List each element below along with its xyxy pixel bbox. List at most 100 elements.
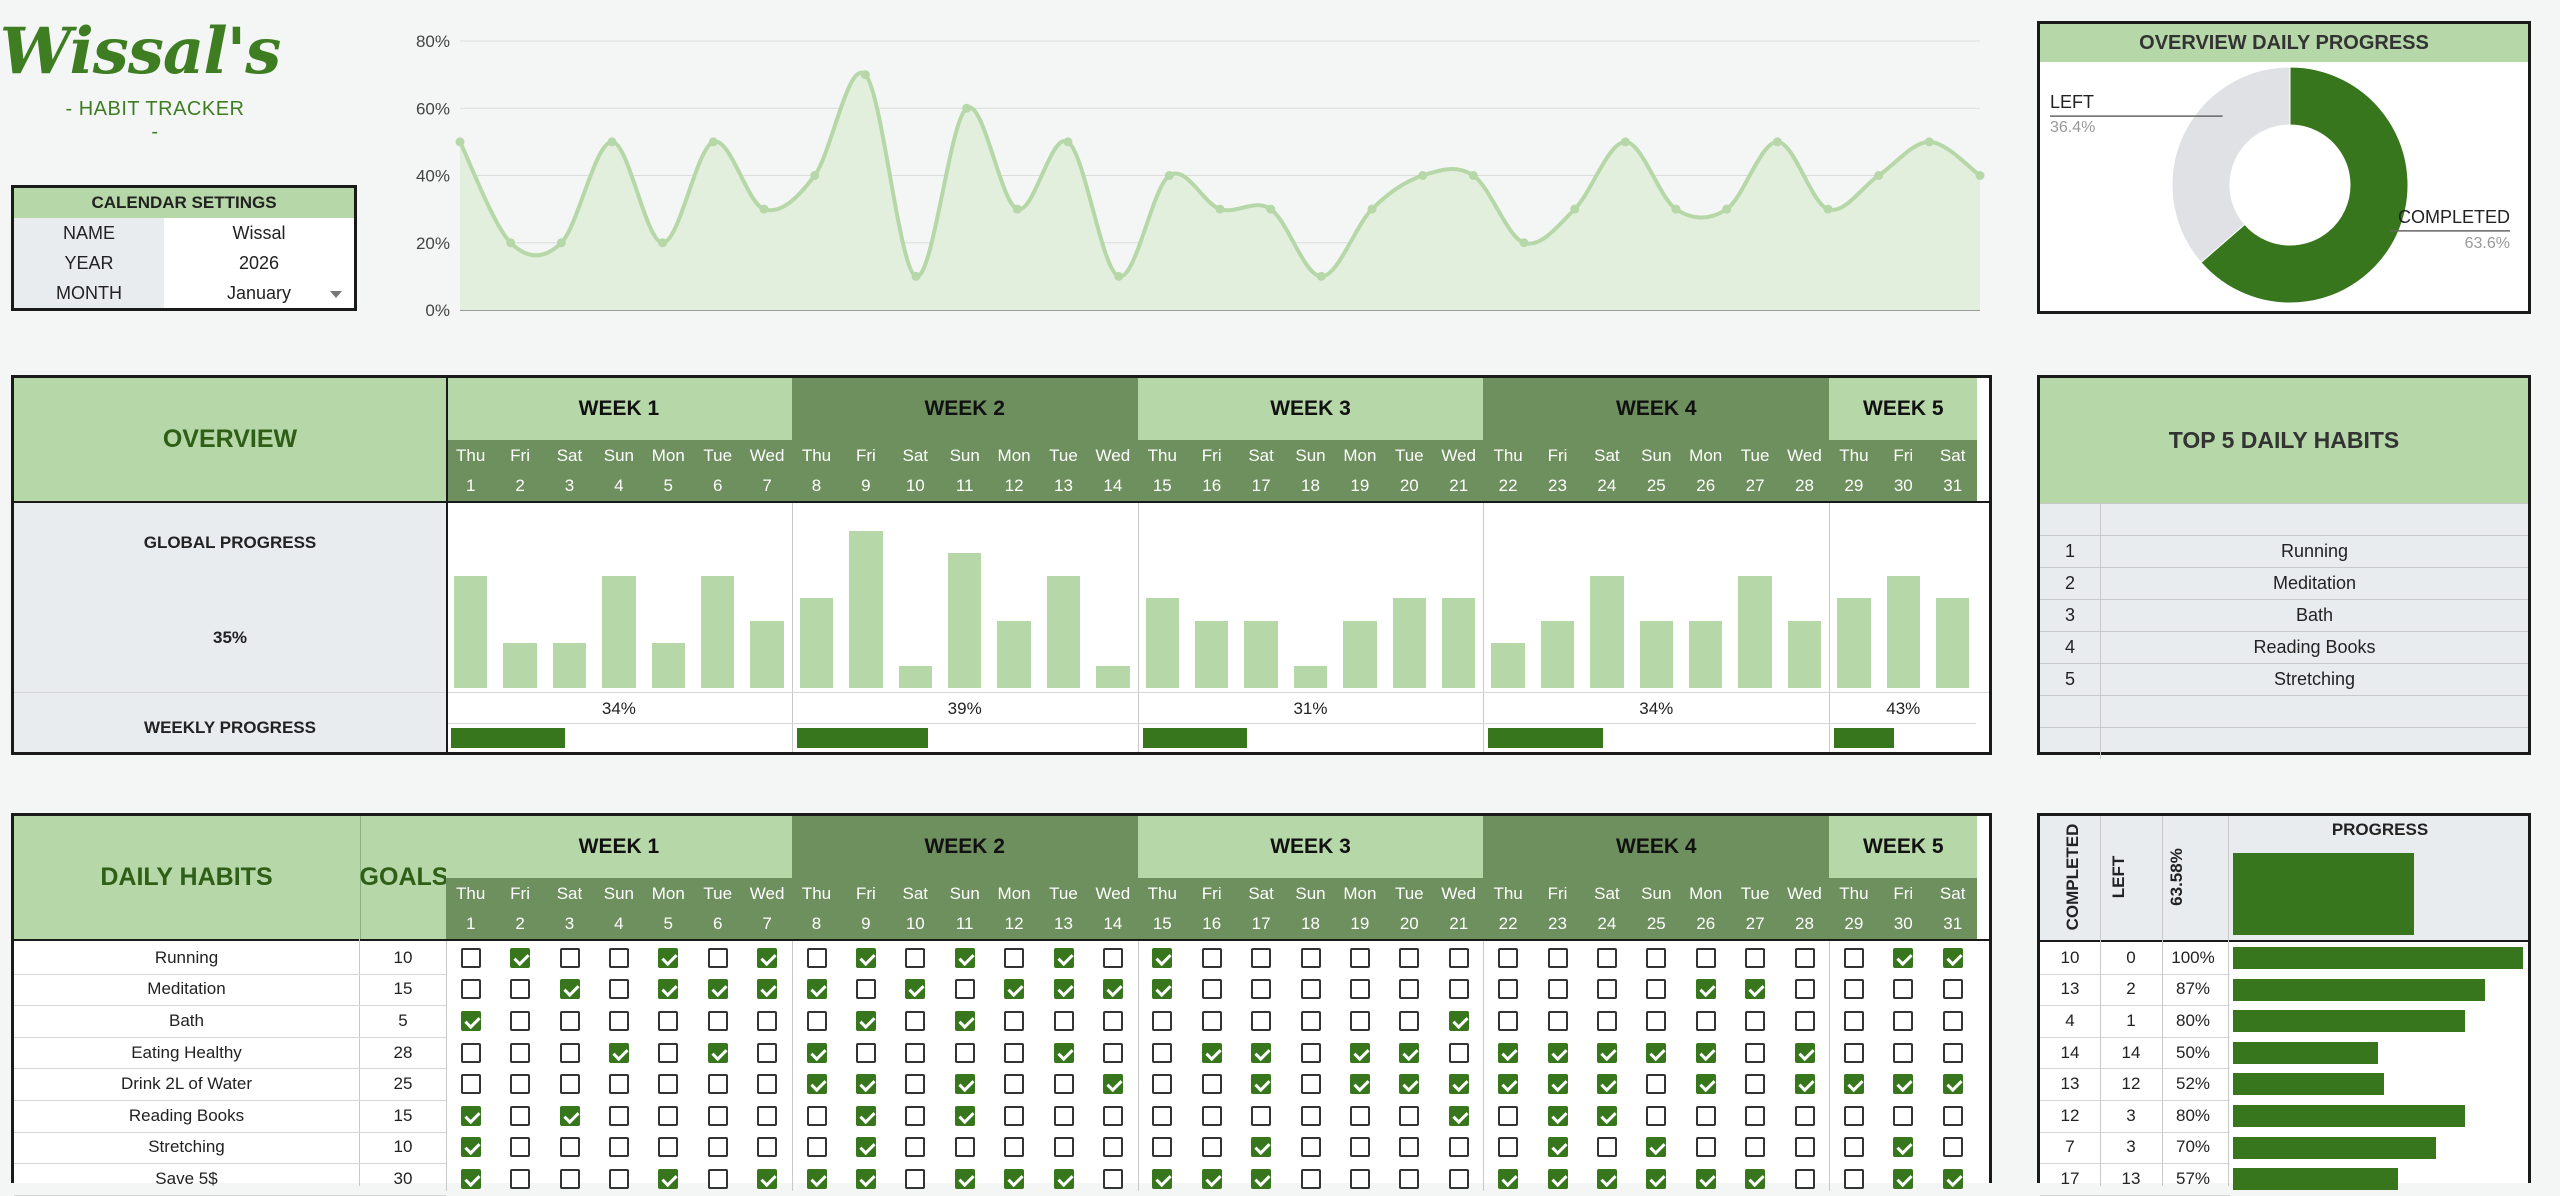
habit-checkbox[interactable] — [1794, 1042, 1815, 1063]
habit-checkbox[interactable] — [1843, 1137, 1864, 1158]
habit-checkbox[interactable] — [1300, 979, 1321, 1000]
habit-checkbox[interactable] — [1794, 1011, 1815, 1031]
habit-checkbox[interactable] — [1004, 979, 1025, 1000]
habit-checkbox[interactable] — [1251, 1105, 1272, 1126]
habit-checkbox[interactable] — [1251, 1074, 1272, 1095]
habit-checkbox[interactable] — [559, 947, 580, 968]
habit-checkbox[interactable] — [1498, 947, 1519, 968]
habit-checkbox[interactable] — [855, 979, 876, 1000]
habit-checkbox[interactable] — [1201, 1074, 1222, 1095]
habit-checkbox[interactable] — [1794, 1074, 1815, 1095]
habit-checkbox[interactable] — [559, 1074, 580, 1095]
habit-checkbox[interactable] — [559, 1137, 580, 1158]
habit-checkbox[interactable] — [1547, 1011, 1568, 1031]
habit-checkbox[interactable] — [1745, 1042, 1766, 1063]
habit-checkbox[interactable] — [559, 979, 580, 1000]
habit-checkbox[interactable] — [806, 947, 827, 968]
habit-checkbox[interactable] — [1498, 1169, 1519, 1189]
habit-checkbox[interactable] — [1399, 1011, 1420, 1031]
habit-checkbox[interactable] — [1893, 1042, 1914, 1063]
habit-checkbox[interactable] — [1498, 1011, 1519, 1031]
habit-checkbox[interactable] — [1152, 1105, 1173, 1126]
habit-checkbox[interactable] — [658, 1042, 679, 1063]
habit-checkbox[interactable] — [1102, 1169, 1123, 1189]
habit-checkbox[interactable] — [1498, 1105, 1519, 1126]
habit-checkbox[interactable] — [757, 1105, 778, 1126]
habit-checkbox[interactable] — [757, 1011, 778, 1031]
habit-checkbox[interactable] — [1498, 979, 1519, 1000]
habit-checkbox[interactable] — [1646, 1042, 1667, 1063]
habit-checkbox[interactable] — [1596, 947, 1617, 968]
habit-checkbox[interactable] — [954, 1105, 975, 1126]
habit-checkbox[interactable] — [855, 1169, 876, 1189]
habit-checkbox[interactable] — [1448, 1074, 1469, 1095]
habit-checkbox[interactable] — [1498, 1042, 1519, 1063]
habit-checkbox[interactable] — [1349, 1169, 1370, 1189]
habit-checkbox[interactable] — [1349, 1042, 1370, 1063]
habit-checkbox[interactable] — [905, 1169, 926, 1189]
habit-checkbox[interactable] — [1251, 1169, 1272, 1189]
habit-checkbox[interactable] — [1596, 1169, 1617, 1189]
habit-checkbox[interactable] — [460, 1137, 481, 1158]
habit-checkbox[interactable] — [1893, 1137, 1914, 1158]
calendar-name-input[interactable]: Wissal — [232, 222, 286, 243]
habit-checkbox[interactable] — [905, 1042, 926, 1063]
habit-checkbox[interactable] — [1596, 979, 1617, 1000]
habit-checkbox[interactable] — [510, 1074, 531, 1095]
habit-checkbox[interactable] — [707, 1011, 728, 1031]
habit-checkbox[interactable] — [954, 979, 975, 1000]
habit-checkbox[interactable] — [1201, 1042, 1222, 1063]
habit-checkbox[interactable] — [905, 947, 926, 968]
habit-checkbox[interactable] — [855, 1137, 876, 1158]
habit-checkbox[interactable] — [954, 1137, 975, 1158]
habit-checkbox[interactable] — [1745, 1011, 1766, 1031]
habit-checkbox[interactable] — [1201, 1011, 1222, 1031]
habit-checkbox[interactable] — [1498, 1137, 1519, 1158]
habit-checkbox[interactable] — [855, 1074, 876, 1095]
habit-checkbox[interactable] — [905, 979, 926, 1000]
habit-checkbox[interactable] — [905, 1137, 926, 1158]
habit-checkbox[interactable] — [1893, 979, 1914, 1000]
habit-checkbox[interactable] — [1053, 1105, 1074, 1126]
habit-checkbox[interactable] — [1399, 1042, 1420, 1063]
habit-checkbox[interactable] — [1251, 947, 1272, 968]
habit-checkbox[interactable] — [1893, 1011, 1914, 1031]
habit-checkbox[interactable] — [1300, 1137, 1321, 1158]
habit-checkbox[interactable] — [1646, 1074, 1667, 1095]
habit-checkbox[interactable] — [510, 947, 531, 968]
habit-checkbox[interactable] — [1251, 979, 1272, 1000]
habit-checkbox[interactable] — [905, 1105, 926, 1126]
habit-checkbox[interactable] — [1349, 947, 1370, 968]
habit-checkbox[interactable] — [1843, 1042, 1864, 1063]
habit-checkbox[interactable] — [1448, 1137, 1469, 1158]
habit-checkbox[interactable] — [1942, 1042, 1963, 1063]
habit-checkbox[interactable] — [510, 1011, 531, 1031]
habit-checkbox[interactable] — [1300, 1105, 1321, 1126]
habit-checkbox[interactable] — [1102, 1074, 1123, 1095]
habit-checkbox[interactable] — [1300, 1074, 1321, 1095]
habit-checkbox[interactable] — [1498, 1074, 1519, 1095]
habit-checkbox[interactable] — [954, 947, 975, 968]
habit-checkbox[interactable] — [1251, 1011, 1272, 1031]
habit-checkbox[interactable] — [510, 979, 531, 1000]
habit-checkbox[interactable] — [1053, 1011, 1074, 1031]
habit-checkbox[interactable] — [510, 1105, 531, 1126]
habit-checkbox[interactable] — [1300, 1011, 1321, 1031]
habit-checkbox[interactable] — [559, 1105, 580, 1126]
habit-checkbox[interactable] — [1399, 1074, 1420, 1095]
habit-checkbox[interactable] — [757, 979, 778, 1000]
habit-checkbox[interactable] — [1053, 1169, 1074, 1189]
habit-checkbox[interactable] — [1201, 1137, 1222, 1158]
habit-checkbox[interactable] — [1399, 1105, 1420, 1126]
habit-checkbox[interactable] — [707, 979, 728, 1000]
habit-checkbox[interactable] — [905, 1074, 926, 1095]
habit-checkbox[interactable] — [1004, 1011, 1025, 1031]
habit-checkbox[interactable] — [806, 1105, 827, 1126]
habit-checkbox[interactable] — [1646, 1105, 1667, 1126]
habit-checkbox[interactable] — [1053, 1074, 1074, 1095]
habit-checkbox[interactable] — [658, 1105, 679, 1126]
habit-checkbox[interactable] — [1251, 1042, 1272, 1063]
habit-checkbox[interactable] — [1843, 1169, 1864, 1189]
habit-checkbox[interactable] — [1745, 979, 1766, 1000]
habit-checkbox[interactable] — [1893, 947, 1914, 968]
